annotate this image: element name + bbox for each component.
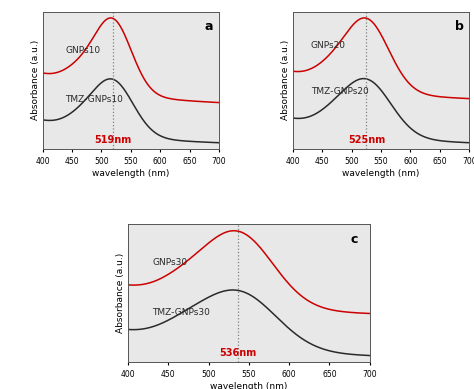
- Text: GNPs10: GNPs10: [65, 46, 100, 54]
- Y-axis label: Absorbance (a.u.): Absorbance (a.u.): [281, 40, 290, 121]
- Text: TMZ-GNPs20: TMZ-GNPs20: [310, 87, 368, 96]
- Y-axis label: Absorbance (a.u.): Absorbance (a.u.): [116, 253, 125, 333]
- Text: GNPs20: GNPs20: [310, 42, 346, 51]
- Text: b: b: [455, 20, 464, 33]
- Text: TMZ-GNPs30: TMZ-GNPs30: [152, 308, 210, 317]
- Text: 519nm: 519nm: [94, 135, 131, 145]
- X-axis label: wavelength (nm): wavelength (nm): [92, 169, 170, 178]
- Text: 536nm: 536nm: [219, 348, 256, 357]
- Text: c: c: [350, 233, 358, 246]
- Y-axis label: Absorbance (a.u.): Absorbance (a.u.): [31, 40, 40, 121]
- Text: GNPs30: GNPs30: [152, 258, 187, 267]
- Text: a: a: [205, 20, 213, 33]
- X-axis label: wavelength (nm): wavelength (nm): [342, 169, 420, 178]
- Text: 525nm: 525nm: [348, 135, 385, 145]
- Text: TMZ-GNPs10: TMZ-GNPs10: [65, 95, 123, 104]
- X-axis label: wavelength (nm): wavelength (nm): [210, 382, 288, 389]
